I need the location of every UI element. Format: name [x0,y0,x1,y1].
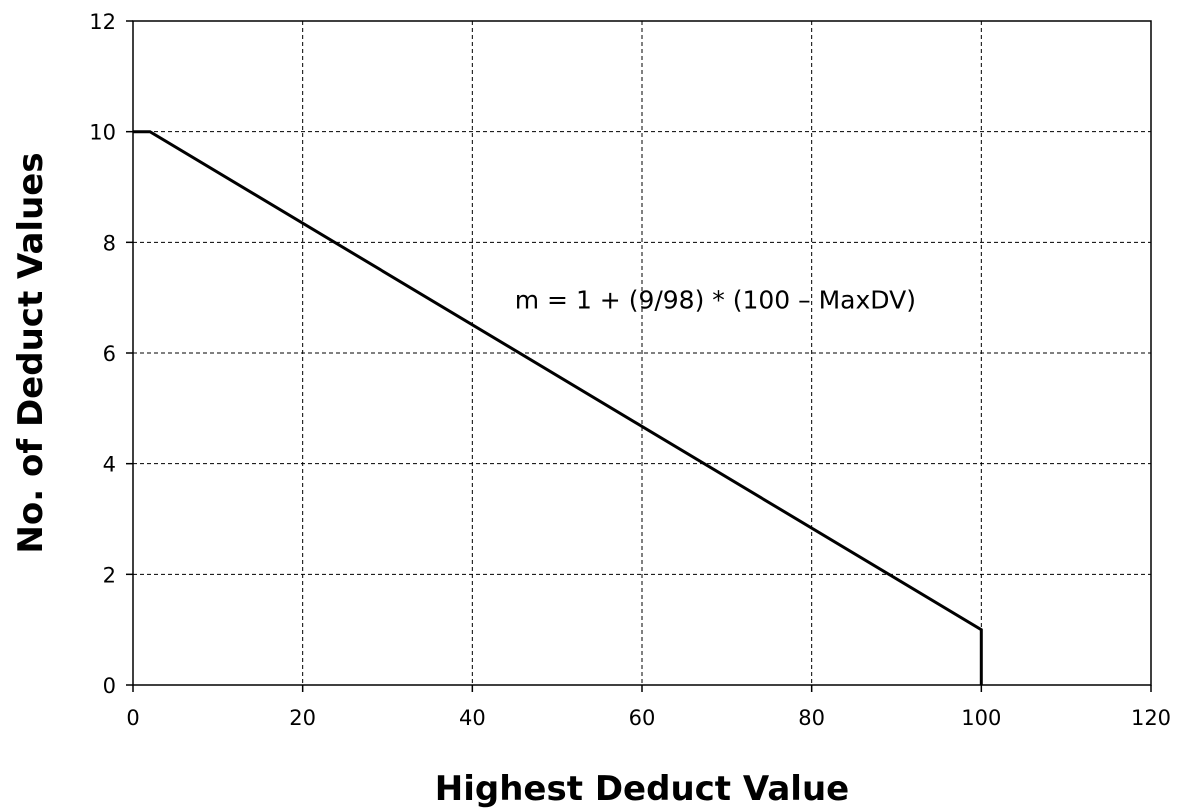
y-tick-label: 6 [103,342,116,366]
tick-labels: 0 20 40 60 80 100 120 0 2 4 6 8 10 12 [89,10,1171,730]
y-axis-title: No. of Deduct Values [11,152,51,553]
annotations: m = 1 + (9/98) * (100 – MaxDV) [515,286,916,315]
grid [133,21,1151,685]
formula-annotation: m = 1 + (9/98) * (100 – MaxDV) [515,286,916,315]
y-tick-label: 8 [103,231,116,255]
y-tick-label: 10 [89,121,116,145]
x-tick-label: 100 [961,706,1001,730]
x-tick-label: 20 [289,706,316,730]
y-tick-label: 4 [103,453,116,477]
series [133,130,983,685]
axis-ticks [126,20,1152,692]
y-tick-label: 0 [103,674,116,698]
x-tick-label: 40 [459,706,486,730]
series-line [133,130,983,685]
x-tick-label: 60 [629,706,656,730]
x-tick-label: 120 [1131,706,1171,730]
x-tick-label: 80 [798,706,825,730]
y-tick-label: 2 [103,563,116,587]
x-tick-label: 0 [126,706,139,730]
y-tick-label: 12 [89,10,116,34]
x-axis-title: Highest Deduct Value [435,769,849,808]
